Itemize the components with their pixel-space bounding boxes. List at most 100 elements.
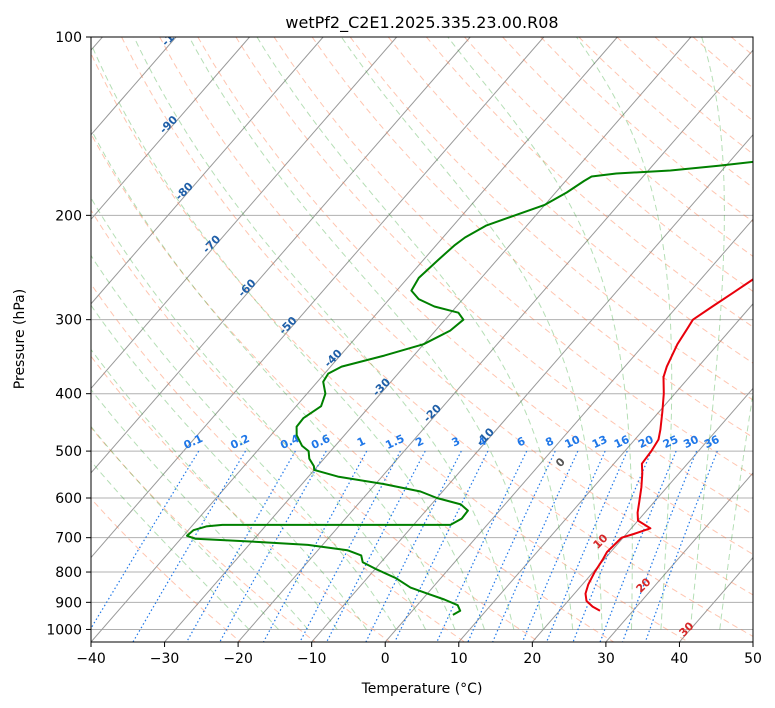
moist-adiabat-line — [689, 37, 725, 630]
isotherm-line — [237, 49, 753, 642]
moist-adiabat-line — [91, 197, 427, 630]
isotherm-line — [91, 37, 398, 390]
isotherm-line — [91, 37, 471, 474]
dry-adiabat-label: -70 — [200, 232, 223, 255]
dry-adiabat-line — [91, 132, 614, 642]
mixing-ratio-label: 0.2 — [228, 432, 251, 452]
plot-frame — [90, 36, 754, 643]
dry-adiabat-line — [654, 37, 753, 122]
isotherm-line — [679, 556, 753, 642]
dry-adiabat-line — [540, 37, 753, 223]
moist-adiabat-line — [576, 37, 673, 630]
y-axis-title: Pressure (hPa) — [12, 289, 28, 389]
dry-adiabat-label: -80 — [173, 180, 196, 203]
moist-adiabat-label: 30 — [677, 619, 697, 639]
moist-adiabat-line — [91, 304, 368, 630]
y-tick-label: 800 — [55, 565, 82, 581]
axes: −40 −30 −20 −10 0 10 20 30 40 5010020030040050060… — [46, 30, 762, 667]
dry-adiabat-line — [91, 355, 391, 642]
isotherm-line — [458, 303, 753, 642]
dry-adiabat-label: -10 — [474, 425, 497, 448]
moist-adiabat-line — [340, 37, 603, 630]
mixing-ratio-line — [436, 450, 528, 642]
mixing-ratio-line — [492, 450, 579, 642]
isotherm-line — [91, 37, 324, 305]
x-tick-label: 20 — [523, 651, 541, 667]
temperature-profile-line — [584, 278, 753, 612]
x-tick-label: 0 — [381, 651, 390, 667]
dry-adiabat-line — [91, 283, 465, 642]
moist-adiabat-label: 20 — [634, 575, 654, 595]
moist-adiabat-label: 10 — [591, 531, 611, 551]
moist-adiabat-line — [91, 348, 338, 630]
plot-area: 0.1 0.2 0.4 0.6 1 1.5 2 3 4 6 8 10 13 16 20 25 30 36-100-… — [91, 20, 775, 642]
x-tick-label: −40 — [76, 651, 106, 667]
dry-adiabat-line — [769, 37, 775, 642]
mixing-ratio-label: 1.5 — [383, 432, 406, 452]
y-tick-label: 1000 — [46, 622, 82, 638]
dry-adiabat-line — [91, 497, 242, 642]
mixing-ratio-label: 2 — [413, 434, 425, 449]
mixing-ratio-label: 1 — [355, 434, 367, 449]
y-tick-label: 500 — [55, 444, 82, 460]
y-tick-label: 300 — [55, 313, 82, 329]
mixing-ratio-label: 6 — [515, 434, 528, 449]
mixing-ratio-line — [365, 450, 462, 642]
chart-title: wetPf2_C2E1.2025.335.23.00.R08 — [285, 13, 558, 33]
moist-adiabat-line — [91, 42, 485, 630]
dewpoint-profile-line — [186, 160, 753, 616]
dry-adiabat-line — [159, 37, 753, 596]
moist-adiabat-line — [133, 37, 515, 630]
mixing-ratio-label: 16 — [612, 433, 632, 451]
moist-adiabat-line — [719, 390, 753, 630]
x-tick-label: −10 — [297, 651, 327, 667]
isotherm-line — [91, 37, 545, 559]
dry-adiabat-line — [91, 209, 540, 642]
dry-adiabat-line — [502, 37, 753, 257]
dry-adiabat-label: -20 — [421, 402, 444, 425]
dry-adiabat-label: -30 — [370, 375, 393, 398]
y-tick-label: 700 — [55, 531, 82, 547]
x-axis-title: Temperature (°C) — [361, 681, 483, 697]
dry-adiabat-line — [692, 37, 753, 89]
mixing-ratio-label: 10 — [563, 433, 583, 451]
mixing-ratio-label: 13 — [590, 433, 609, 451]
mixing-ratio-line — [219, 450, 327, 642]
dry-adiabat-line — [311, 37, 753, 439]
mixing-ratio-label: 8 — [543, 434, 555, 449]
mixing-ratio-label: 0.6 — [309, 432, 332, 452]
dry-adiabat-label: -100 — [159, 20, 188, 49]
moist-adiabat-label: 0 — [553, 455, 568, 470]
mixing-ratio-line — [572, 450, 652, 642]
mixing-ratio-label: 0.4 — [278, 432, 301, 452]
dry-adiabat-line — [349, 37, 753, 401]
dry-adiabat-line — [91, 426, 316, 642]
isotherm-line — [531, 387, 753, 642]
y-tick-label: 200 — [55, 208, 82, 224]
mixing-ratio-line — [644, 450, 718, 642]
moist-adiabat-line — [91, 460, 250, 630]
mixing-ratio-line — [394, 450, 489, 642]
dry-adiabat-line — [91, 52, 689, 642]
x-tick-label: 40 — [671, 651, 689, 667]
y-tick-label: 600 — [55, 491, 82, 507]
moist-adiabat-line — [91, 425, 279, 630]
x-tick-label: −30 — [150, 651, 180, 667]
mixing-ratio-label: 0.1 — [182, 432, 205, 452]
moist-adiabat-line — [91, 128, 456, 630]
moist-adiabat-line — [91, 254, 397, 630]
mixing-ratio-label: 3 — [450, 434, 462, 449]
mixing-ratio-line — [299, 450, 401, 642]
mixing-ratio-label: 30 — [681, 433, 701, 451]
isotherm-line — [311, 133, 753, 642]
mixing-ratio-line — [262, 450, 368, 642]
moist-adiabat-line — [256, 37, 574, 630]
isotherm-line — [605, 472, 753, 642]
isotherm-line — [752, 641, 753, 642]
mixing-ratio-line — [91, 450, 200, 630]
moist-adiabat-line — [188, 37, 544, 630]
moist-adiabat-line — [447, 37, 633, 630]
dry-adiabat-line — [121, 37, 753, 638]
isotherm-line — [164, 37, 692, 642]
